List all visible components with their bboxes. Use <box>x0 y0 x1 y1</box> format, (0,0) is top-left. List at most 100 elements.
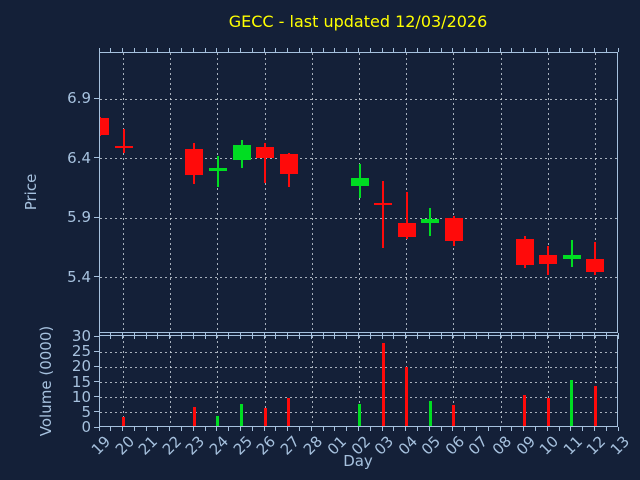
day-gridline <box>359 336 360 426</box>
day-tick-label: 19 <box>87 432 115 459</box>
day-tick-label: 09 <box>512 432 539 459</box>
x-tick-mark <box>192 333 194 339</box>
price-gridline <box>100 277 617 279</box>
x-tick-mark <box>157 427 159 431</box>
x-tick-mark <box>322 427 324 431</box>
day-tick-label: 27 <box>276 432 303 459</box>
day-gridline <box>547 53 549 332</box>
volume-tick-label: 5 <box>81 402 91 421</box>
volume-bar-day-20 <box>122 417 126 426</box>
x-tick-mark <box>122 427 124 431</box>
x-tick-mark <box>499 427 501 431</box>
volume-tick-mark <box>94 335 99 337</box>
x-tick-mark <box>181 427 183 431</box>
day-gridline <box>217 53 219 332</box>
volume-bar-day-23 <box>192 406 196 426</box>
x-tick-mark <box>145 48 147 52</box>
x-tick-mark <box>204 48 206 52</box>
volume-bar-day-27 <box>287 397 291 426</box>
x-tick-mark <box>122 333 124 339</box>
volume-bar-day-04 <box>405 367 409 426</box>
x-tick-mark <box>275 333 277 339</box>
x-tick-mark <box>228 48 230 52</box>
volume-bar-day-06 <box>452 405 456 426</box>
candle-body-day-09 <box>515 238 534 265</box>
x-tick-mark <box>358 427 359 431</box>
x-tick-mark <box>405 48 407 52</box>
x-tick-mark <box>98 333 100 339</box>
x-tick-mark <box>322 333 324 339</box>
day-gridline <box>170 336 172 426</box>
volume-bar-day-26 <box>263 408 267 426</box>
x-tick-mark <box>534 48 536 52</box>
volume-bar-day-03 <box>381 343 385 426</box>
x-tick-mark <box>263 333 265 339</box>
volume-bar-day-25 <box>240 403 244 426</box>
day-gridline <box>264 53 266 332</box>
x-tick-mark <box>582 48 584 52</box>
x-tick-mark <box>169 427 171 431</box>
price-tick-label: 5.4 <box>67 267 91 286</box>
x-tick-mark <box>523 48 525 52</box>
x-tick-mark <box>381 427 383 431</box>
x-tick-mark <box>169 333 171 339</box>
volume-tick-label: 25 <box>71 342 91 361</box>
volume-tick-mark <box>94 350 99 352</box>
day-gridline <box>594 336 596 426</box>
volume-bar-day-05 <box>428 400 432 426</box>
x-tick-mark <box>582 427 584 431</box>
x-tick-mark <box>605 333 607 339</box>
x-tick-mark <box>428 333 430 339</box>
candle-body-day-04 <box>397 223 416 238</box>
x-tick-mark <box>263 427 265 431</box>
x-tick-mark <box>346 48 348 52</box>
x-tick-mark <box>369 48 371 52</box>
x-tick-mark <box>534 333 536 339</box>
day-tick-label: 11 <box>559 432 586 459</box>
x-tick-mark <box>487 427 489 431</box>
volume-bar-day-10 <box>546 397 550 426</box>
x-tick-mark <box>228 333 230 339</box>
price-gridline <box>100 98 617 100</box>
day-gridline <box>311 53 313 332</box>
price-panel <box>99 52 618 333</box>
x-tick-mark <box>428 48 430 52</box>
x-tick-mark <box>228 427 230 431</box>
x-tick-mark <box>558 48 560 52</box>
day-gridline <box>264 336 266 426</box>
x-tick-mark <box>192 427 194 431</box>
day-tick-label: 22 <box>158 432 185 459</box>
x-tick-mark <box>110 427 112 431</box>
chart-title: GECC - last updated 12/03/2026 <box>228 12 488 31</box>
x-tick-mark <box>617 427 619 431</box>
x-tick-mark <box>334 333 336 339</box>
day-gridline <box>311 336 313 426</box>
x-tick-mark <box>133 333 135 339</box>
x-tick-mark <box>593 427 595 431</box>
x-tick-mark <box>358 48 359 52</box>
price-tick-label: 6.9 <box>67 89 91 108</box>
volume-tick-mark <box>94 365 99 367</box>
x-tick-mark <box>322 48 324 52</box>
volume-tick-mark <box>94 396 99 398</box>
x-tick-mark <box>157 48 159 52</box>
day-gridline <box>453 53 455 332</box>
day-gridline <box>453 336 455 426</box>
x-tick-mark <box>416 48 418 52</box>
x-tick-mark <box>405 427 407 431</box>
x-tick-mark <box>570 333 572 339</box>
x-tick-mark <box>287 333 289 339</box>
x-tick-mark <box>605 427 607 431</box>
x-tick-mark <box>475 427 477 431</box>
x-tick-mark <box>440 48 442 52</box>
volume-tick-mark <box>94 381 99 383</box>
candle-body-day-12 <box>586 258 605 272</box>
candle-body-day-11 <box>562 255 581 259</box>
x-tick-mark <box>240 333 242 339</box>
x-tick-mark <box>499 48 501 52</box>
x-tick-mark <box>181 333 183 339</box>
volume-bar-day-12 <box>593 385 597 426</box>
day-tick-label: 04 <box>394 432 421 459</box>
x-tick-mark <box>511 427 513 431</box>
candle-body-day-02 <box>350 177 369 187</box>
